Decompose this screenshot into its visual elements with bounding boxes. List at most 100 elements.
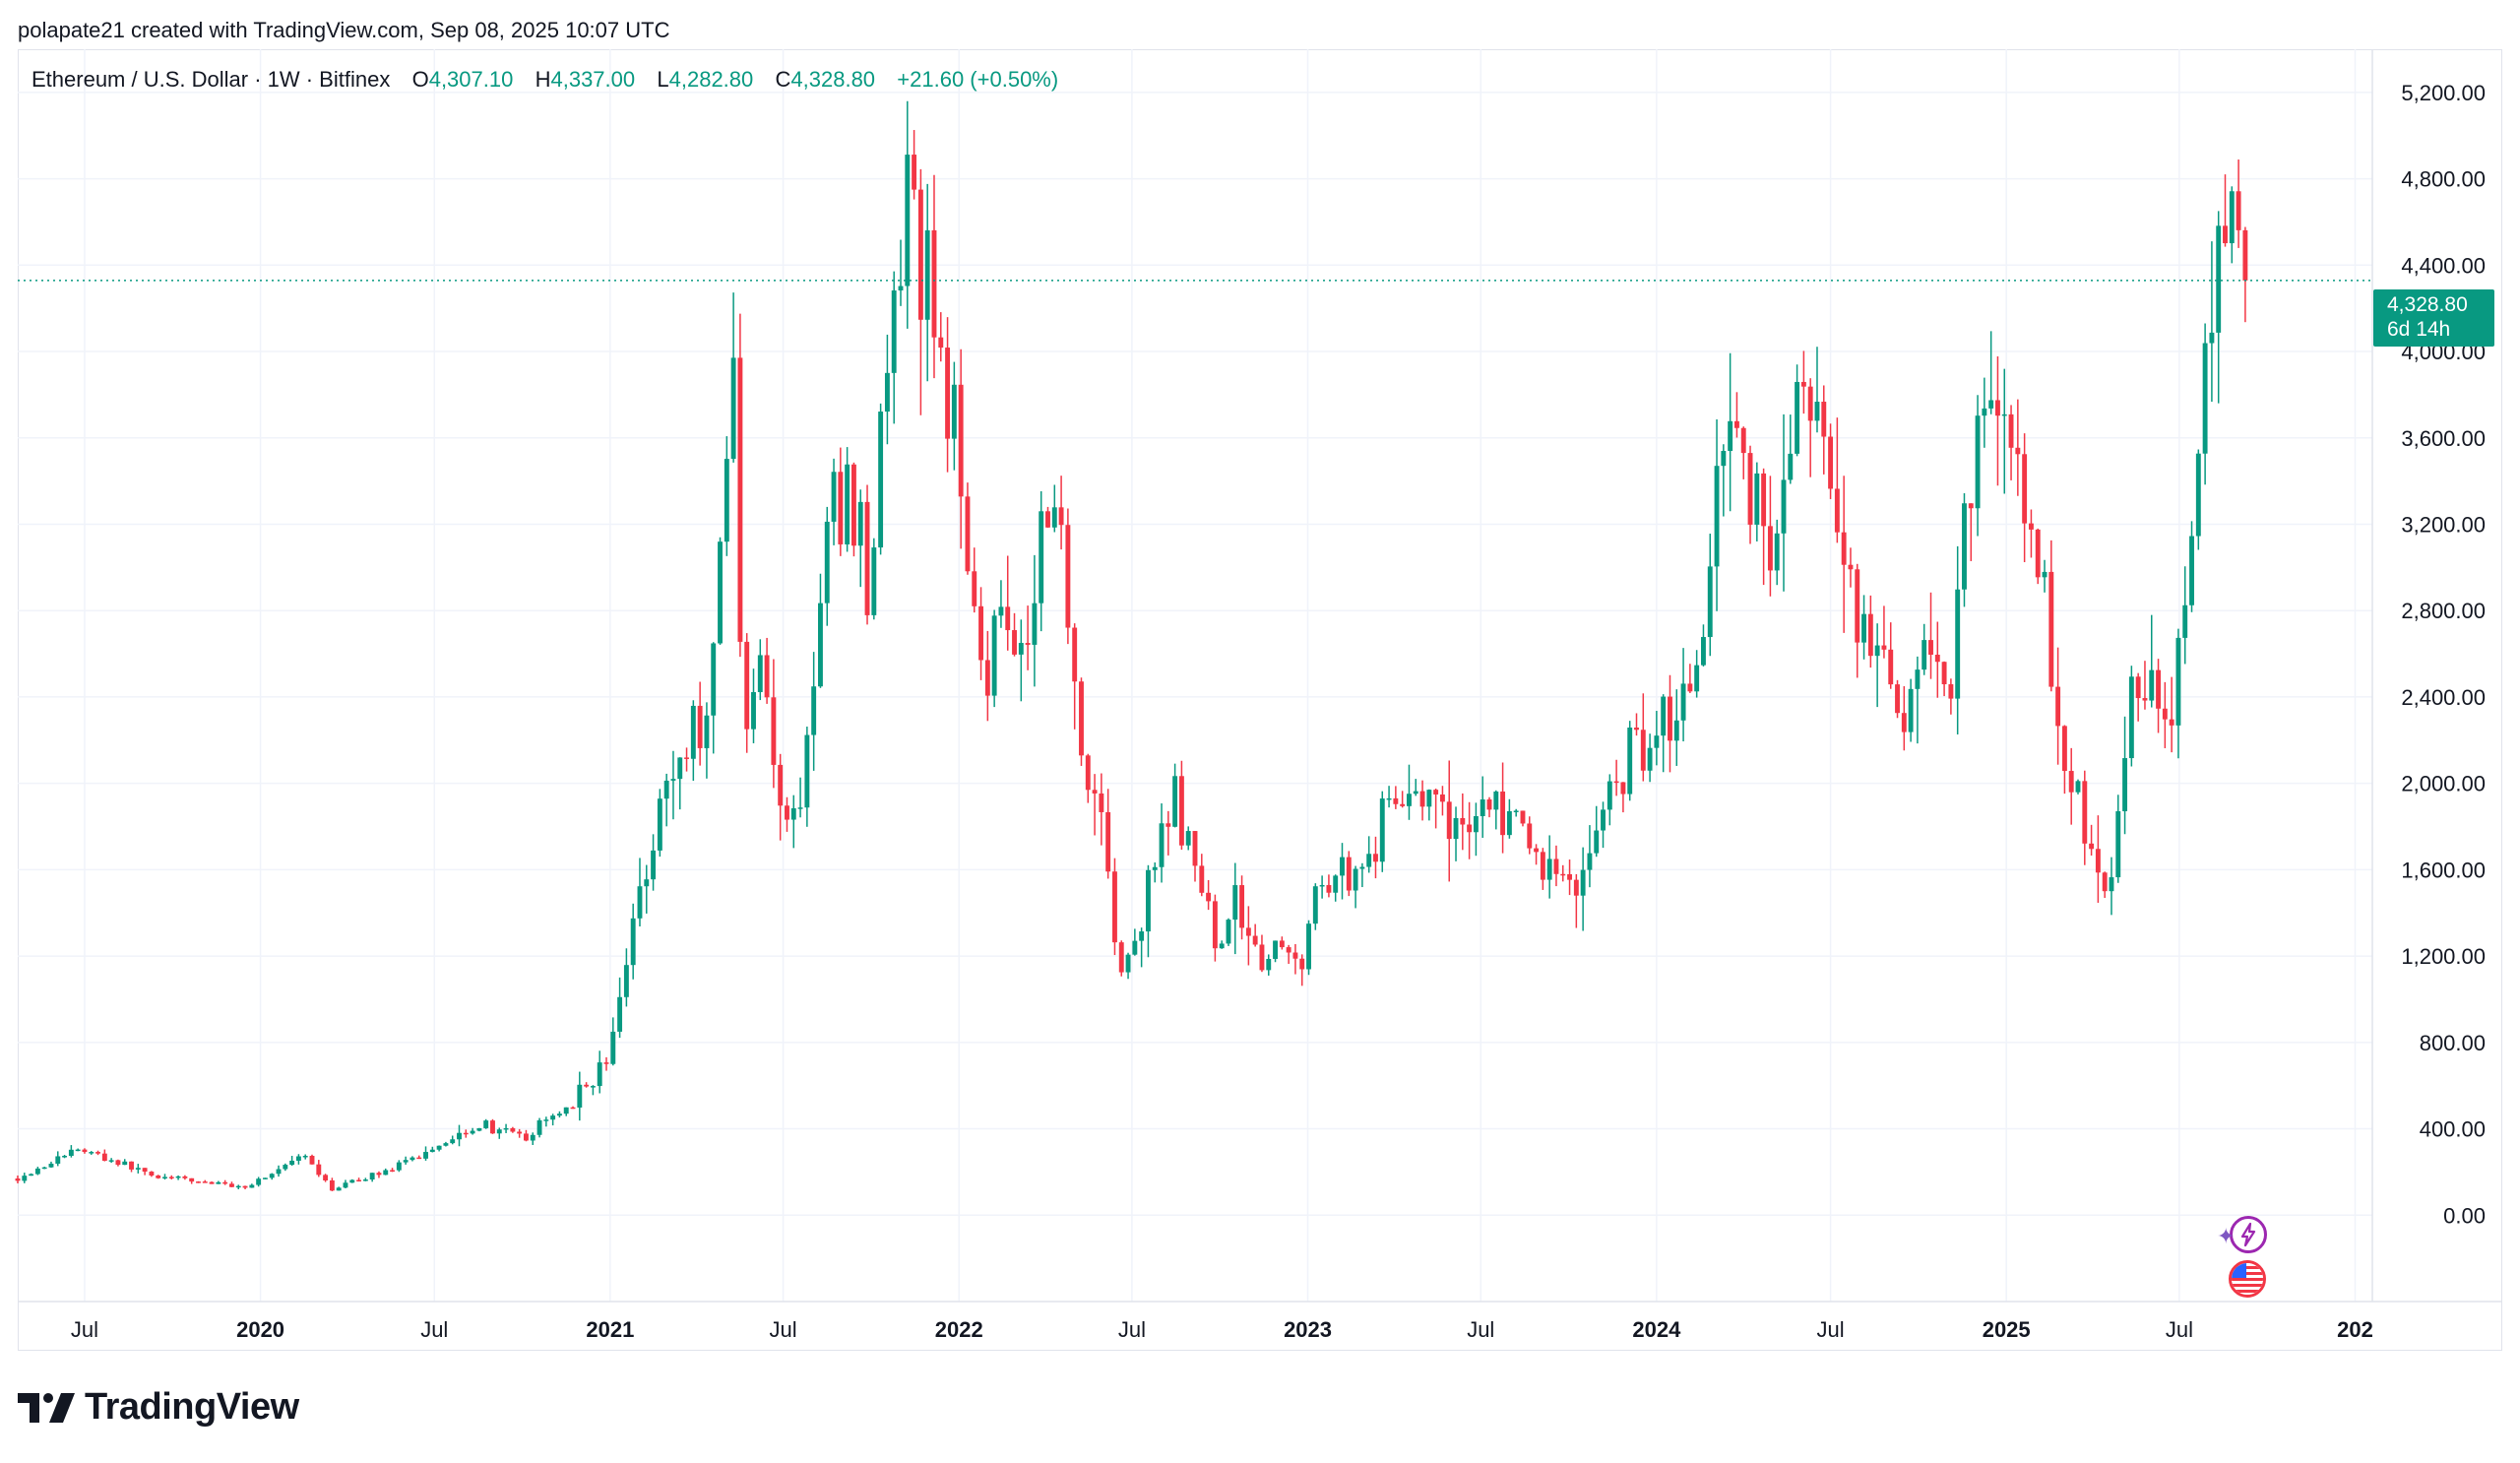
candle-up [1032,603,1038,645]
candle-up [216,1181,221,1184]
candle-down [771,697,777,765]
candle-up [1353,868,1358,891]
candle-up [1680,683,1686,721]
candle-up [1754,473,1760,525]
candle-down [978,605,983,661]
candle-up [704,715,710,748]
candle-down [1747,453,1753,525]
candle-up [1132,940,1138,955]
candle-down [1085,755,1091,791]
candle-up [470,1130,475,1134]
candle-down [202,1181,208,1183]
candle-down [1640,730,1646,771]
price-axis-label: 3,600.00 [2401,426,2486,451]
candle-up [1795,381,1800,454]
candle-down [242,1185,248,1188]
candle-up [122,1161,128,1166]
candle-down [182,1176,188,1178]
candle-down [2008,413,2014,448]
candle-down [2142,698,2148,701]
candle-up [790,807,796,820]
candle-up [1975,415,1981,509]
candle-up [630,918,636,966]
candle-down [463,1132,469,1135]
candle-down [764,655,770,698]
candle-down [2061,726,2067,772]
candle-down [785,805,789,820]
candle-down [1239,885,1245,928]
candle-up [1601,809,1606,831]
candle-down [1520,810,1526,824]
candle-up [34,1168,40,1175]
candle-down [156,1175,161,1178]
candle-down [2223,225,2228,244]
candle-up [302,1156,308,1158]
candle-down [1968,503,1974,509]
candle-up [1988,400,1994,409]
candle-up [1594,830,1600,854]
candle-down [1800,381,1806,387]
candle-down [2236,191,2241,230]
candle-up [623,965,629,997]
candle-down [1941,662,1947,685]
time-axis-label: Jul [2166,1317,2193,1342]
candle-up [496,1129,502,1134]
candle-down [1433,790,1439,795]
candle-up [1707,566,1713,638]
candle-down [1199,865,1205,893]
lightning-icon[interactable] [2230,1216,2267,1253]
candle-up [1788,453,1794,480]
candle-up [711,643,717,716]
candle-down [1467,824,1473,833]
candle-up [751,691,756,730]
candle-down [1206,892,1212,902]
candle-down [1767,526,1773,571]
candle-down [490,1120,495,1134]
candle-up [536,1119,542,1135]
us-flag-icon[interactable] [2229,1260,2266,1298]
candle-up [831,472,837,522]
candle-up [1774,533,1780,571]
candle-up [1513,810,1519,812]
candle-down [737,357,743,642]
candle-down [744,641,750,730]
time-axis-label: 2024 [1632,1317,1681,1342]
candle-down [1948,684,1954,699]
candle-down [1112,871,1117,943]
candle-down [1934,654,1940,663]
candle-down [850,464,856,546]
candle-up [62,1155,68,1158]
candle-up [1694,665,1700,692]
candle-down [1540,852,1545,880]
candle-up [1728,420,1733,452]
candle-up [1051,507,1057,528]
candle-up [1219,943,1225,949]
candle-down [1895,684,1900,714]
candle-up [2229,191,2235,244]
candle-up [1922,640,1927,670]
price-axis-label: 4,400.00 [2401,253,2486,278]
candle-up [1714,466,1720,567]
candle-down [1761,473,1767,527]
candle-down [15,1177,21,1181]
candle-up [663,780,669,799]
candle-up [256,1178,262,1185]
candle-up [556,1113,562,1116]
candle-down [1092,790,1098,794]
candle-up [1606,781,1612,810]
candle-down [1634,727,1639,731]
candle-up [289,1160,295,1166]
candle-up [1413,791,1418,795]
candle-down [1740,427,1746,454]
candle-up [162,1177,167,1178]
time-axis-label: Jul [770,1317,797,1342]
candle-up [924,229,930,320]
price-axis-label: 1,600.00 [2401,858,2486,882]
candle-up [403,1160,409,1163]
candle-down [778,764,784,806]
candle-down [1995,400,2000,416]
candle-down [1807,386,1813,421]
brand-name: TradingView [85,1386,299,1428]
candle-down [1058,507,1064,526]
